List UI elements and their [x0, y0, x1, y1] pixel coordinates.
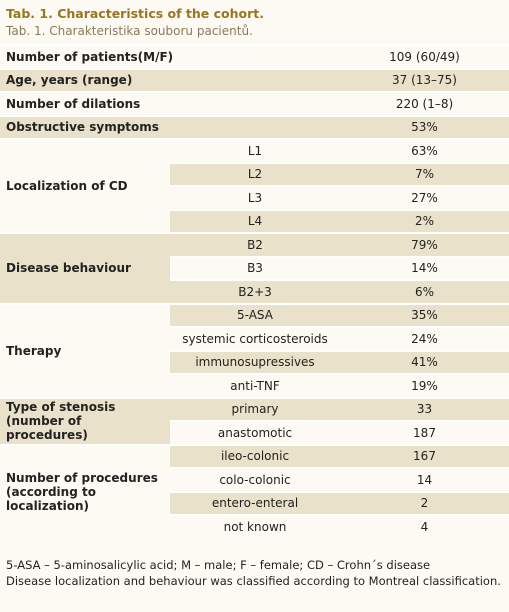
row-label: Type of stenosis (number of procedures): [0, 396, 170, 445]
value: 35%: [340, 302, 509, 327]
sub-label: anti-TNF: [170, 373, 340, 398]
title: Tab. 1. Characteristics of the cohort.: [6, 6, 264, 21]
value: 37 (13–75): [340, 67, 509, 92]
row-label: Age, years (range): [0, 67, 340, 92]
value: 53%: [340, 114, 509, 139]
footnote: 5-ASA – 5-aminosalicylic acid; M – male;…: [6, 558, 431, 572]
value: 14: [340, 467, 509, 492]
sub-label: systemic corticosteroids: [170, 326, 340, 351]
table-row: Number of dilations 220 (1–8): [0, 91, 509, 116]
value: 2: [340, 490, 509, 515]
value: 167: [340, 443, 509, 468]
footnote: Disease localization and behaviour was c…: [6, 574, 501, 588]
value: 19%: [340, 373, 509, 398]
table-row: Age, years (range) 37 (13–75): [0, 67, 509, 92]
sub-label: B3: [170, 255, 340, 280]
sub-label: ileo-colonic: [170, 443, 340, 468]
sub-label: primary: [170, 396, 340, 421]
sub-label: immunosupressives: [170, 349, 340, 374]
table-row: systemic corticosteroids 24%: [0, 326, 509, 351]
table-row: colo-colonic 14: [0, 467, 509, 492]
value: 41%: [340, 349, 509, 374]
value: 109 (60/49): [340, 44, 509, 69]
sub-label: L2: [170, 161, 340, 186]
value: 63%: [340, 138, 509, 163]
value: 2%: [340, 208, 509, 233]
table-row: immunosupressives 41%: [0, 349, 509, 374]
value: 6%: [340, 279, 509, 304]
sub-label: B2: [170, 232, 340, 257]
row-label: Therapy: [0, 302, 170, 398]
subtitle: Tab. 1. Charakteristika souboru pacientů…: [6, 24, 253, 38]
value: 33: [340, 396, 509, 421]
row-label: Number of dilations: [0, 91, 340, 116]
sub-label: L3: [170, 185, 340, 210]
sub-label: anastomotic: [170, 420, 340, 445]
table-row: Localization of CD L1 63%: [0, 138, 509, 233]
row-label: Obstructive symptoms: [0, 114, 340, 139]
row-label: Number of procedures (according to local…: [0, 443, 170, 538]
value: 7%: [340, 161, 509, 186]
sub-label: L1: [170, 138, 340, 163]
row-label: Number of patients(M/F): [0, 44, 340, 69]
table-row: L4 2%: [0, 208, 509, 233]
row-label: Localization of CD: [0, 138, 170, 233]
sub-label: not known: [170, 514, 340, 538]
footnotes: 5-ASA – 5-aminosalicylic acid; M – male;…: [6, 557, 506, 589]
table-row: entero-enteral 2: [0, 490, 509, 515]
table: Number of patients(M/F) 109 (60/49) Age, y…: [0, 44, 509, 538]
table-row: B3 14%: [0, 255, 509, 280]
table-row: Disease behaviour B2 79%: [0, 232, 509, 304]
sub-label: L4: [170, 208, 340, 233]
table-row: Therapy 5-ASA 35%: [0, 302, 509, 398]
table-row: Obstructive symptoms 53%: [0, 114, 509, 139]
sub-label: colo-colonic: [170, 467, 340, 492]
sub-label: entero-enteral: [170, 490, 340, 515]
sub-label: 5-ASA: [170, 302, 340, 327]
table-row: Number of patients(M/F) 109 (60/49): [0, 44, 509, 69]
value: 4: [340, 514, 509, 538]
table-row: anti-TNF 19%: [0, 373, 509, 398]
value: 79%: [340, 232, 509, 257]
value: 14%: [340, 255, 509, 280]
sub-label: B2+3: [170, 279, 340, 304]
row-label: Disease behaviour: [0, 232, 170, 304]
table-row: Type of stenosis (number of procedures) p…: [0, 396, 509, 445]
table-row: L3 27%: [0, 185, 509, 210]
table-row: Number of procedures (according to local…: [0, 443, 509, 538]
table-row: L2 7%: [0, 161, 509, 186]
value: 24%: [340, 326, 509, 351]
table-row: anastomotic 187: [0, 420, 509, 445]
value: 220 (1–8): [340, 91, 509, 116]
value: 187: [340, 420, 509, 445]
table-row: not known 4: [0, 514, 509, 538]
value: 27%: [340, 185, 509, 210]
table-row: B2+3 6%: [0, 279, 509, 304]
